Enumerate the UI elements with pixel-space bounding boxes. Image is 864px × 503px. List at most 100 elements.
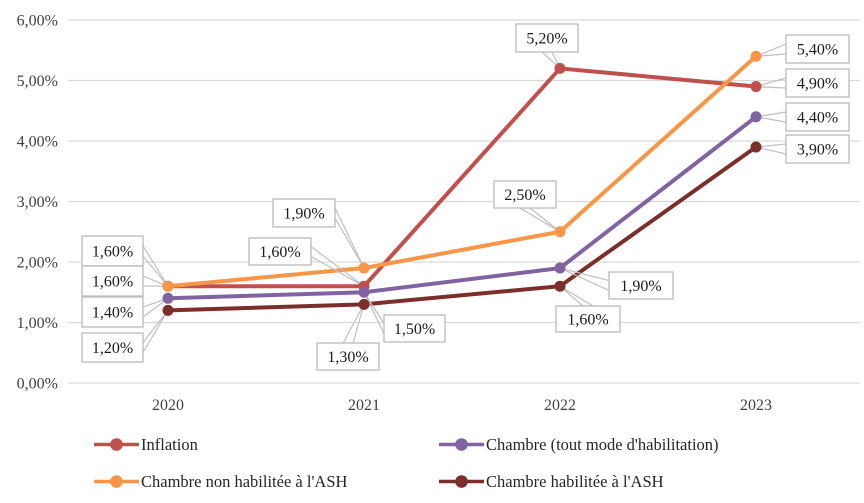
series-marker-chambre-tout-mode-habilitation: [554, 262, 566, 274]
series-marker-chambre-non-habilitee-ash: [358, 262, 370, 274]
y-tick-label: 1,00%: [17, 315, 58, 332]
series-line-inflation: [166, 66, 758, 289]
data-label-box: [785, 34, 850, 64]
data-label-box: [81, 296, 144, 328]
legend-item-chambre-non-habilitee-ash: Chambre non habilitée à l'ASH: [93, 468, 438, 495]
data-label-value: 3,90%: [797, 142, 838, 159]
gridlines: [68, 19, 860, 384]
y-axis-labels: 0,00% 1,00% 2,00% 3,00% 4,00% 5,00% 6,00%: [17, 13, 58, 393]
line-chart: 0,00%1,00%2,00%3,00%4,00%5,00%6,00%2020 2…: [17, 13, 860, 414]
data-label-box: [316, 342, 380, 371]
series-line-chambre-non-habilitee-ash: [166, 54, 758, 289]
data-labels: 1,60% 1,60% 1,40% 1,20% 1,90% 1,60% 1,50% 1,30%…: [81, 23, 850, 371]
leader-line: [559, 285, 594, 307]
data-label-value: 1,60%: [567, 312, 608, 329]
legend-line-marker-icon: [439, 438, 484, 451]
data-label-value: 1,20%: [92, 340, 133, 357]
legend-item-chambre-habilitee-ash: Chambre habilitée à l'ASH: [438, 468, 719, 495]
leader-line: [342, 304, 365, 344]
data-label-value: 1,60%: [259, 244, 300, 261]
data-label-box: [248, 237, 312, 266]
leader-line: [559, 267, 610, 292]
data-label-box: [785, 134, 850, 164]
series-marker-chambre-non-habilitee-ash: [162, 280, 174, 292]
data-label-value: 1,40%: [92, 305, 133, 322]
data-label-box: [383, 314, 446, 343]
y-tick-label: 2,00%: [17, 255, 58, 272]
x-tick-label: 2023: [740, 397, 772, 414]
y-tick-label: 3,00%: [17, 194, 58, 211]
series-line-chambre-tout-mode-habilitation: [166, 114, 758, 301]
x-tick-label: 2022: [544, 397, 576, 414]
series-marker-chambre-habilitee-ash: [162, 304, 174, 316]
data-label-box: [785, 102, 850, 132]
legend-item-chambre-tout-mode-habilitation: Chambre (tout mode d'habilitation): [438, 431, 719, 458]
series-marker-chambre-tout-mode-habilitation: [358, 286, 370, 298]
data-label-box: [555, 305, 621, 333]
data-label-box: [493, 180, 557, 209]
legend-label: Inflation: [141, 434, 198, 454]
leader-line: [529, 207, 561, 233]
chart-legend: Inflation Chambre (tout mode d'habilitati…: [93, 431, 719, 495]
data-label-value: 1,90%: [283, 206, 324, 223]
data-label-box: [81, 265, 144, 297]
leader-line: [363, 291, 385, 324]
leader-line: [310, 255, 365, 287]
series-marker-chambre-tout-mode-habilitation: [162, 292, 174, 304]
series-marker-chambre-habilitee-ash: [554, 280, 566, 292]
series-line-chambre-habilitee-ash: [166, 145, 758, 313]
x-tick-label: 2020: [152, 397, 184, 414]
x-axis-labels: 2020 2021 2022 2023: [152, 397, 772, 414]
data-label-value: 2,50%: [504, 187, 545, 204]
data-label-box: [785, 68, 850, 98]
data-label-value: 5,40%: [797, 42, 838, 59]
x-tick-label: 2021: [348, 397, 380, 414]
leader-line: [142, 310, 169, 353]
leader-line: [352, 304, 365, 344]
series-marker-chambre-tout-mode-habilitation: [750, 111, 762, 123]
legend-item-inflation: Inflation: [93, 431, 438, 458]
data-label-box: [81, 332, 144, 363]
data-label-value: 1,50%: [394, 321, 435, 338]
series-marker-chambre-habilitee-ash: [358, 298, 370, 310]
data-label-value: 4,90%: [797, 76, 838, 93]
y-tick-label: 4,00%: [17, 134, 58, 151]
y-tick-label: 5,00%: [17, 73, 58, 90]
leader-line: [559, 267, 610, 282]
data-label-value: 1,30%: [327, 349, 368, 366]
series-markers: [162, 50, 762, 316]
legend-line-marker-icon: [94, 438, 139, 451]
legend-label: Chambre habilitée à l'ASH: [486, 471, 664, 491]
series-marker-chambre-non-habilitee-ash: [554, 226, 566, 238]
data-label-value: 1,90%: [620, 278, 661, 295]
legend-line-marker-icon: [94, 475, 139, 488]
data-label-box: [608, 271, 674, 300]
leader-line: [334, 207, 365, 269]
y-tick-label: 6,00%: [17, 13, 58, 30]
data-label-box: [81, 235, 144, 267]
legend-label: Chambre non habilitée à l'ASH: [141, 471, 348, 491]
data-label-value: 5,20%: [526, 31, 567, 48]
series-marker-inflation: [750, 81, 762, 93]
series-marker-chambre-habilitee-ash: [750, 141, 762, 153]
label-leader-lines: [142, 43, 787, 353]
legend-label: Chambre (tout mode d'habilitation): [486, 434, 719, 454]
leader-line: [334, 217, 365, 269]
leader-line: [142, 245, 169, 287]
series-marker-inflation: [554, 62, 566, 74]
data-label-box: [515, 23, 579, 53]
leader-line: [142, 310, 169, 343]
series-lines: [166, 54, 758, 313]
data-label-value: 1,60%: [92, 244, 133, 261]
data-label-box: [272, 198, 336, 228]
y-tick-label: 0,00%: [17, 376, 58, 393]
leader-line: [519, 207, 561, 233]
leader-line: [363, 291, 385, 334]
leader-line: [310, 246, 365, 287]
leader-line: [142, 255, 169, 287]
series-marker-chambre-non-habilitee-ash: [750, 50, 762, 62]
legend-line-marker-icon: [439, 475, 484, 488]
data-label-value: 4,40%: [797, 110, 838, 127]
data-label-value: 1,60%: [92, 274, 133, 291]
